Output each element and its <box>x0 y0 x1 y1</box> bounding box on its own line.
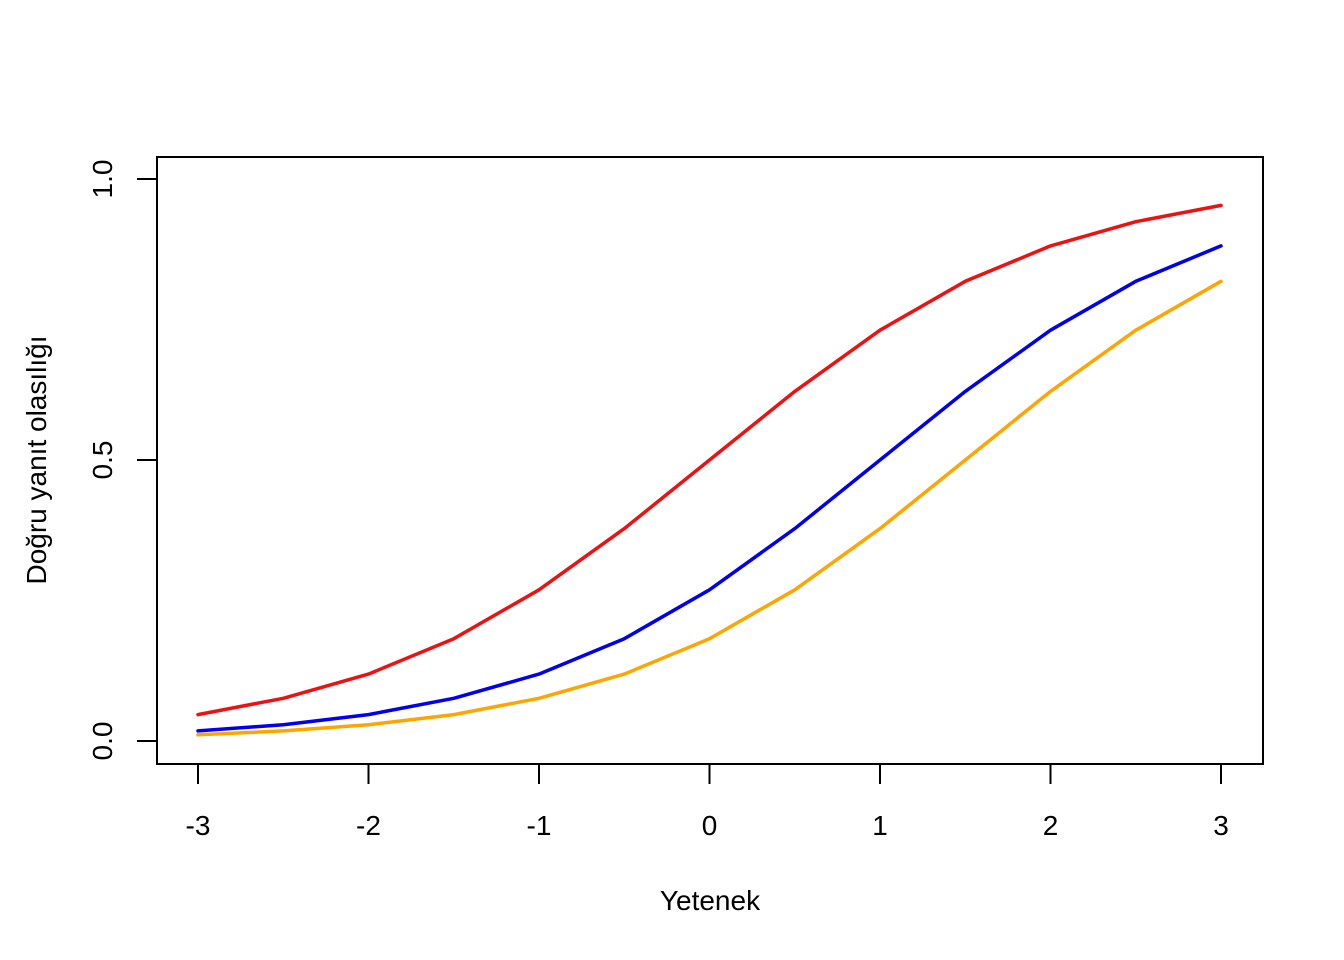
x-tick-label: -1 <box>527 810 552 841</box>
series-line-1 <box>196 203 1223 717</box>
x-axis: -3 -2 -1 0 1 2 3 <box>186 763 1229 841</box>
series-layer <box>196 203 1223 737</box>
x-tick-label: -3 <box>186 810 211 841</box>
y-tick-label: 0.5 <box>87 441 118 480</box>
x-tick-label: 3 <box>1213 810 1229 841</box>
y-tick-label: 0.0 <box>87 722 118 761</box>
y-axis-label: Doğru yanıt olasılığı <box>21 335 52 584</box>
x-axis-label: Yetenek <box>660 885 761 916</box>
x-tick-label: 2 <box>1043 810 1059 841</box>
y-tick-label: 1.0 <box>87 160 118 199</box>
series-line-3 <box>196 279 1223 737</box>
x-tick-label: -2 <box>356 810 381 841</box>
y-axis: 0.0 0.5 1.0 <box>87 160 158 761</box>
series-line-2 <box>196 244 1223 733</box>
x-tick-label: 0 <box>702 810 718 841</box>
x-tick-label: 1 <box>872 810 888 841</box>
